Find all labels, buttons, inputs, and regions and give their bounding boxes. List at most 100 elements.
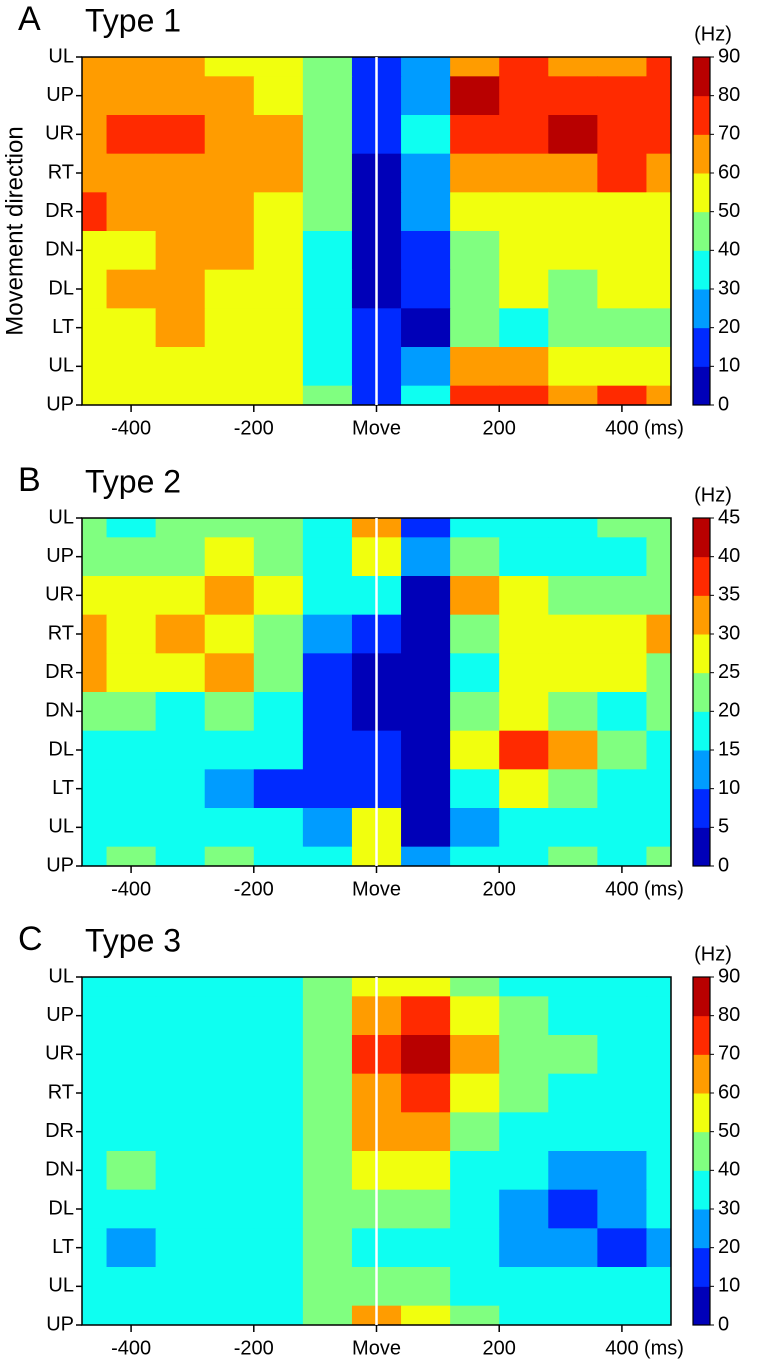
cell bbox=[253, 614, 304, 654]
cell bbox=[82, 730, 108, 770]
y-tick-label: UL bbox=[48, 45, 74, 67]
cell bbox=[597, 1073, 648, 1113]
cell bbox=[106, 518, 157, 538]
cell bbox=[401, 977, 451, 997]
cell bbox=[450, 846, 500, 866]
cell bbox=[155, 1151, 206, 1191]
colorbar-band bbox=[693, 95, 710, 135]
panel: C Type 3 UL UP UR RT DR DN DL LT UL UP -400 -200 Move 2… bbox=[18, 920, 740, 1359]
cell bbox=[401, 614, 451, 654]
cell bbox=[106, 1189, 157, 1229]
x-tick-label: -400 bbox=[111, 417, 151, 439]
cell bbox=[302, 1112, 353, 1152]
cell bbox=[155, 347, 206, 387]
cell bbox=[597, 537, 648, 577]
cell bbox=[253, 996, 304, 1036]
cell bbox=[302, 730, 353, 770]
colorbar-band bbox=[693, 366, 710, 406]
colorbar-band bbox=[693, 211, 710, 251]
cell bbox=[302, 115, 353, 155]
cell bbox=[499, 347, 549, 387]
colorbar-tick-label: 40 bbox=[718, 545, 740, 567]
cell bbox=[646, 308, 671, 348]
colorbar-band bbox=[693, 827, 710, 867]
x-tick-label: -400 bbox=[111, 878, 151, 900]
colorbar-band bbox=[693, 750, 710, 790]
cell bbox=[597, 730, 648, 770]
cell bbox=[548, 808, 598, 848]
y-tick-label: UL bbox=[48, 506, 74, 528]
cell bbox=[597, 614, 648, 654]
cell bbox=[302, 692, 353, 732]
cell bbox=[82, 653, 108, 693]
cell bbox=[302, 537, 353, 577]
cell bbox=[155, 1267, 206, 1307]
x-tick-label: 200 bbox=[483, 417, 516, 439]
cell bbox=[548, 1073, 598, 1113]
cell bbox=[548, 153, 598, 193]
cell bbox=[155, 537, 206, 577]
cell bbox=[499, 1267, 549, 1307]
x-tick-label: 400 bbox=[605, 1337, 638, 1359]
cell bbox=[106, 231, 157, 271]
colorbar-band bbox=[693, 173, 710, 213]
cell bbox=[253, 1305, 304, 1325]
cell bbox=[253, 692, 304, 732]
cell bbox=[450, 576, 500, 616]
cell bbox=[450, 1035, 500, 1075]
cell bbox=[204, 269, 255, 309]
cell bbox=[204, 769, 255, 809]
colorbar-tick-label: 0 bbox=[718, 393, 729, 415]
cell bbox=[155, 518, 206, 538]
cell bbox=[82, 692, 108, 732]
colorbar-frame bbox=[692, 56, 711, 406]
colorbar-band bbox=[693, 1170, 710, 1210]
cell bbox=[450, 308, 500, 348]
cell bbox=[450, 692, 500, 732]
cell bbox=[499, 231, 549, 271]
y-tick-label: UR bbox=[45, 1043, 74, 1065]
cell bbox=[499, 153, 549, 193]
cell bbox=[106, 537, 157, 577]
cell bbox=[401, 153, 451, 193]
colorbar-band bbox=[693, 1209, 710, 1249]
cell bbox=[82, 76, 108, 116]
cell bbox=[548, 347, 598, 387]
cell bbox=[450, 1189, 500, 1229]
cell bbox=[450, 231, 500, 271]
x-tick-label: Move bbox=[352, 1337, 401, 1359]
cell bbox=[302, 57, 353, 77]
cell bbox=[597, 808, 648, 848]
cell bbox=[401, 1073, 451, 1113]
cell bbox=[499, 614, 549, 654]
cell bbox=[253, 846, 304, 866]
cell bbox=[450, 1073, 500, 1113]
cell bbox=[302, 1151, 353, 1191]
cell bbox=[646, 576, 671, 616]
cell bbox=[253, 385, 304, 405]
y-tick-label: DL bbox=[48, 738, 74, 760]
colorbar-tick-label: 10 bbox=[718, 1275, 740, 1297]
cell bbox=[548, 76, 598, 116]
cell bbox=[302, 653, 353, 693]
cell bbox=[401, 308, 451, 348]
y-tick-label: UP bbox=[46, 1313, 74, 1335]
cell bbox=[597, 1228, 648, 1268]
cell bbox=[253, 1151, 304, 1191]
cell bbox=[548, 1228, 598, 1268]
cell bbox=[450, 1151, 500, 1191]
x-tick-label: -200 bbox=[234, 1337, 274, 1359]
cell bbox=[646, 269, 671, 309]
cell bbox=[155, 1305, 206, 1325]
cell bbox=[106, 1112, 157, 1152]
cell bbox=[646, 977, 671, 997]
colorbar-band bbox=[693, 1131, 710, 1171]
cell bbox=[450, 1112, 500, 1152]
cell bbox=[302, 576, 353, 616]
cell bbox=[548, 996, 598, 1036]
x-tick-label: -400 bbox=[111, 1337, 151, 1359]
cell bbox=[450, 192, 500, 232]
colorbar-band bbox=[693, 672, 710, 712]
cell bbox=[204, 1228, 255, 1268]
